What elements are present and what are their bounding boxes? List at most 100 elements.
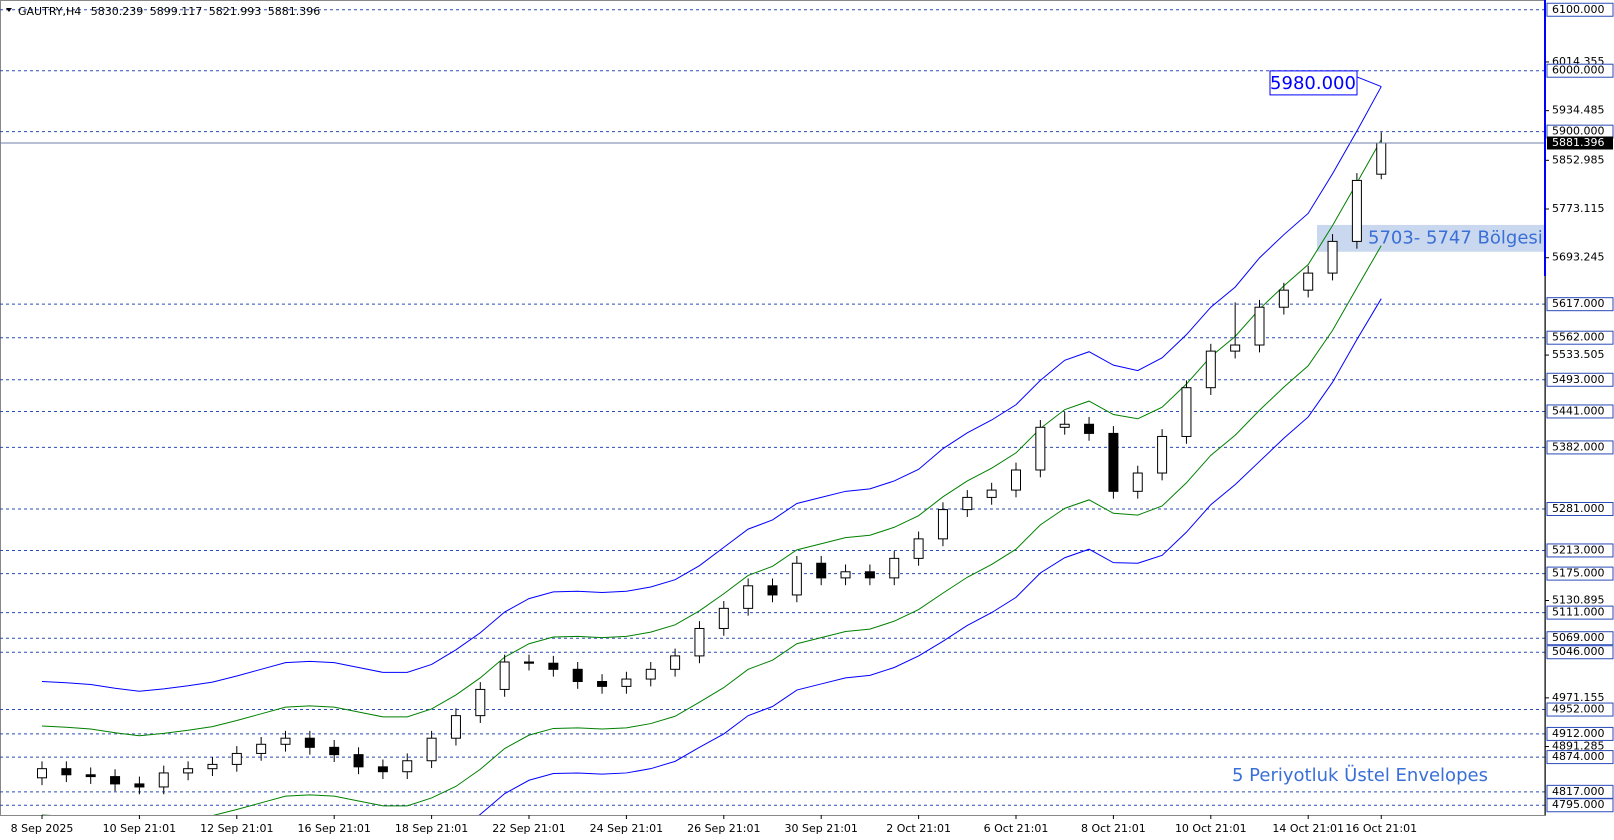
x-tick-label: 14 Oct 21:01 [1272,822,1344,835]
level-label: 5493.000 [1552,373,1605,386]
candle-body [864,571,875,579]
level-label: 5046.000 [1552,645,1605,658]
candle-body [694,627,705,657]
level-label-box [1546,330,1614,345]
candle-body [183,768,194,774]
candle-body [1108,432,1119,492]
menu-arrow [6,8,12,12]
plot [0,9,1545,815]
level-label-box [1546,440,1614,455]
candle-body [207,763,218,770]
candle-body [450,715,461,739]
level-label-box [1546,543,1614,558]
x-tick-label: 2 Oct 21:01 [886,822,951,835]
candle-body [280,737,291,745]
level-label: 5281.000 [1552,502,1605,515]
candle-body [377,766,388,773]
x-tick-label: 12 Sep 21:01 [200,822,273,835]
candle-body [621,678,632,687]
candle-body [572,668,583,683]
candle-body [548,662,559,670]
candle-body [986,489,997,498]
y-tick-label: 4971.155 [1552,691,1605,704]
candle-body [913,538,924,559]
level-label: 5069.000 [1552,631,1605,644]
symbol: GAUTRY,H4 [18,5,81,18]
y-tick-label: 5130.895 [1552,593,1605,606]
candle-body [670,655,681,670]
x-tick-label: 30 Sep 21:01 [784,822,857,835]
level-label: 4912.000 [1552,727,1605,740]
level-label-box [1546,372,1614,387]
level-label-box [1546,2,1614,17]
x-tick-label: 16 Sep 21:01 [297,822,370,835]
candle-body [499,661,510,690]
level-label-box [1546,631,1614,646]
level-label-box [1546,702,1614,717]
level-label: 5562.000 [1552,331,1605,344]
level-label-box [1546,501,1614,516]
candle-body [1084,423,1095,434]
candle-body [134,783,145,788]
high: 5899.117 [150,5,203,18]
level-label: 5213.000 [1552,543,1605,556]
candle-body [840,571,851,579]
candle-body [475,688,486,717]
envelope-line [42,245,1382,815]
y-tick-label: 5693.245 [1552,251,1605,264]
price-label: 5881.396 [1552,136,1605,149]
candle-body [1181,387,1192,437]
plot-frame [0,0,1546,816]
candle-body [1011,469,1021,491]
candle-body [1376,142,1387,175]
candle-body [231,752,242,765]
level-label-box [1546,404,1614,419]
candle-body [158,772,169,788]
x-tick-label: 6 Oct 21:01 [984,822,1049,835]
close: 5881.396 [268,5,321,18]
candle-body [426,737,437,762]
candle-body [402,760,413,773]
candle-body [816,562,827,579]
candle-body [1303,272,1314,291]
candle-body [37,768,47,779]
candle-body [1035,426,1046,471]
candle-body [1327,240,1338,274]
candle-body [1230,344,1241,352]
y-tick-label: 5934.485 [1552,104,1605,117]
candle-body [645,668,656,680]
level-label: 5441.000 [1552,404,1605,417]
candle-body [1278,289,1289,308]
level-label: 4817.000 [1552,785,1605,798]
level-label: 5111.000 [1552,606,1605,619]
target-leader [1356,76,1382,88]
candle-body [524,661,534,664]
candle-body [1157,435,1168,474]
candle-body [767,585,778,596]
level-label: 4874.000 [1552,750,1605,763]
candle-body [718,607,729,629]
price-label-box [1547,136,1613,150]
open: 5830.239 [91,5,144,18]
level-label-box [1546,297,1614,312]
price-axis: 6014.3555934.4855852.9855773.1155693.245… [1544,0,1614,815]
level-label-box [1546,726,1614,741]
level-label: 4795.000 [1552,798,1605,811]
candle-body [937,509,948,540]
level-label: 4952.000 [1552,703,1605,716]
x-tick-label: 8 Sep 2025 [11,822,74,835]
level-label: 5175.000 [1552,567,1605,580]
candle-body [256,743,267,754]
candle-body [304,737,315,748]
level-label-box [1546,605,1614,620]
level-label: 6100.000 [1552,3,1605,16]
envelope-line [41,86,1382,692]
y-tick-label: 4891.285 [1552,740,1605,753]
x-tick-label: 10 Oct 21:01 [1175,822,1247,835]
candle-body [743,585,754,609]
x-tick-label: 26 Sep 21:01 [687,822,760,835]
envelope-line [41,139,1382,737]
candle-body [1132,472,1143,492]
low: 5821.993 [209,5,262,18]
y-tick-label: 5773.115 [1552,202,1605,215]
